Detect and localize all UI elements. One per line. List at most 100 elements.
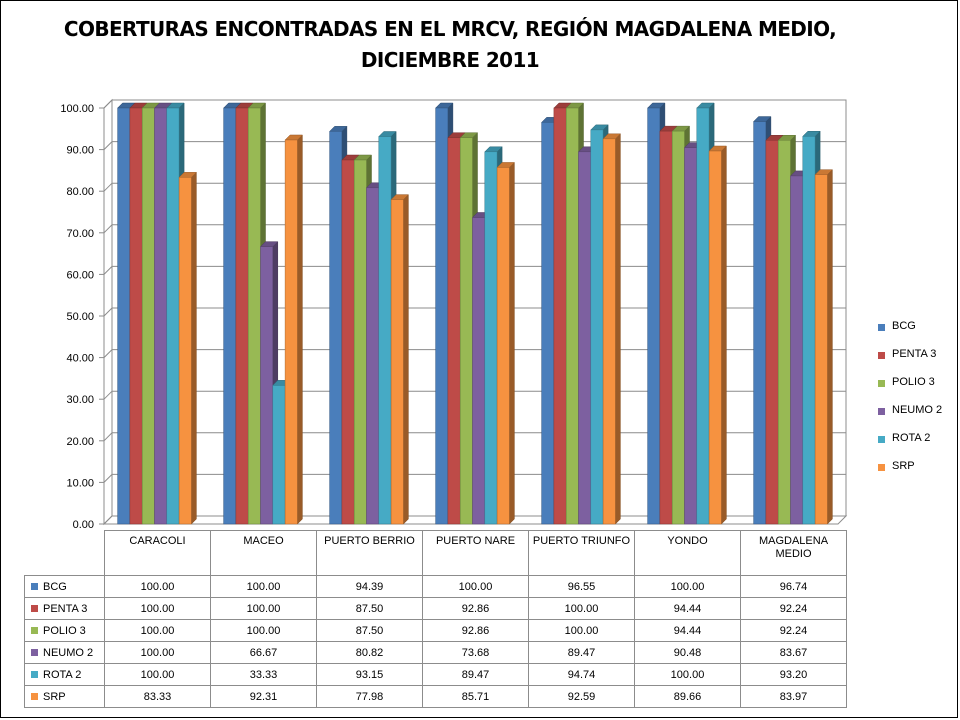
bar-side: [509, 161, 515, 525]
data-label: 100.00: [104, 597, 211, 620]
y-tick-label: 100.00: [60, 103, 94, 115]
bar-front: [671, 130, 685, 525]
data-label: 100.00: [104, 663, 211, 686]
bar-front: [341, 159, 355, 525]
data-label: 100.00: [634, 663, 741, 686]
bar-front: [178, 177, 192, 525]
bar-side: [191, 171, 197, 525]
bar-front: [565, 107, 579, 525]
bar-front: [590, 129, 604, 525]
data-label: 33.33: [210, 663, 317, 686]
y-tick-label: 80.00: [66, 186, 94, 198]
data-label: 94.44: [634, 597, 741, 620]
table-corner: [24, 530, 105, 576]
y-tick-label: 90.00: [66, 145, 94, 157]
bar-front: [659, 130, 673, 525]
data-label: 96.55: [528, 575, 635, 598]
bar-front: [459, 137, 473, 525]
data-label: 100.00: [210, 575, 317, 598]
series-name: ROTA 2: [43, 668, 82, 681]
y-axis: 0.00 10.00 20.00 30.00 40.00 50.00 60.00 70.00 8…: [60, 103, 105, 530]
data-label: 93.15: [316, 663, 423, 686]
data-label: 87.50: [316, 619, 423, 642]
bar-front: [777, 140, 791, 525]
bar-front: [541, 122, 555, 525]
series-name: BCG: [43, 580, 67, 593]
chart-title: COBERTURAS ENCONTRADAS EN EL MRCV, REGIÓ…: [63, 17, 837, 72]
legend-swatch: [878, 464, 885, 471]
data-label: 100.00: [104, 619, 211, 642]
bar-front: [117, 107, 131, 525]
bar-front: [790, 175, 804, 525]
data-label: 94.44: [634, 619, 741, 642]
data-label: 100.00: [104, 641, 211, 664]
data-label: 73.68: [422, 641, 529, 664]
legend-item: BCG: [868, 318, 952, 346]
data-label: 90.48: [634, 641, 741, 664]
data-label: 83.33: [104, 685, 211, 708]
data-label: 100.00: [634, 575, 741, 598]
legend-label: NEUMO 2: [892, 404, 943, 416]
data-label: 100.00: [528, 619, 635, 642]
y-tick-label: 0.00: [73, 519, 94, 530]
data-label: 92.31: [210, 685, 317, 708]
bar-side: [827, 169, 833, 525]
table-row: POLIO 3 100.00 100.00 87.50 92.86 100.00 94.44…: [24, 619, 847, 642]
data-label: 92.24: [740, 619, 847, 642]
bar-front: [390, 199, 404, 525]
data-label: 100.00: [422, 575, 529, 598]
bar-front: [578, 151, 592, 525]
table-header-row: CARACOLI MACEO PUERTO BERRIO PUERTO NARE PUE…: [24, 530, 847, 576]
legend-item: POLIO 3: [868, 374, 952, 402]
legend-item: SRP: [868, 458, 952, 486]
legend-item: ROTA 2: [868, 430, 952, 458]
series-label: POLIO 3: [24, 619, 105, 642]
bar-front: [753, 121, 767, 525]
legend: BCG PENTA 3 POLIO 3 NEUMO 2 ROTA 2 SRP: [868, 318, 952, 486]
bar-front: [696, 107, 710, 525]
y-tick-label: 50.00: [66, 311, 94, 323]
data-label: 100.00: [104, 575, 211, 598]
series-swatch: [31, 626, 38, 634]
legend-label: PENTA 3: [892, 348, 937, 360]
bar-front: [684, 147, 698, 525]
data-label: 92.86: [422, 597, 529, 620]
data-label: 89.66: [634, 685, 741, 708]
legend-label: POLIO 3: [892, 376, 935, 388]
series-label: PENTA 3: [24, 597, 105, 620]
legend-item: PENTA 3: [868, 346, 952, 374]
data-table: CARACOLI MACEO PUERTO BERRIO PUERTO NARE PUE…: [24, 530, 847, 708]
legend-swatch: [878, 408, 885, 415]
series-label: ROTA 2: [24, 663, 105, 686]
data-label: 83.97: [740, 685, 847, 708]
series-swatch: [31, 692, 38, 700]
bar-front: [166, 107, 180, 525]
data-label: 93.20: [740, 663, 847, 686]
bar-front: [484, 151, 498, 525]
table-row: PENTA 3 100.00 100.00 87.50 92.86 100.00 94.44…: [24, 597, 847, 620]
bar-srp-puerto-nare: [496, 161, 516, 525]
category-label: CARACOLI: [104, 530, 211, 576]
series-label: SRP: [24, 685, 105, 708]
series-label: BCG: [24, 575, 105, 598]
bar-front: [247, 107, 261, 525]
category-label: PUERTO BERRIO: [316, 530, 423, 576]
bar-front: [223, 107, 237, 525]
series-name: PENTA 3: [43, 602, 88, 615]
bar-front: [366, 187, 380, 525]
series-name: SRP: [43, 690, 66, 703]
bars: [116, 102, 834, 525]
table-row: NEUMO 2 100.00 66.67 80.82 73.68 89.47 90.48 83…: [24, 641, 847, 664]
category-label: PUERTO TRIUNFO: [528, 530, 635, 576]
bar-srp-caracoli: [178, 171, 198, 525]
legend-label: ROTA 2: [892, 432, 931, 444]
data-label: 77.98: [316, 685, 423, 708]
bar-front: [765, 140, 779, 525]
data-label: 100.00: [210, 619, 317, 642]
data-label: 80.82: [316, 641, 423, 664]
bar-front: [553, 107, 567, 525]
y-tick-label: 20.00: [66, 436, 94, 448]
bar-chart: 0.00 10.00 20.00 30.00 40.00 50.00 60.00 70.00 8…: [60, 98, 848, 530]
data-label: 89.47: [422, 663, 529, 686]
data-label: 100.00: [528, 597, 635, 620]
